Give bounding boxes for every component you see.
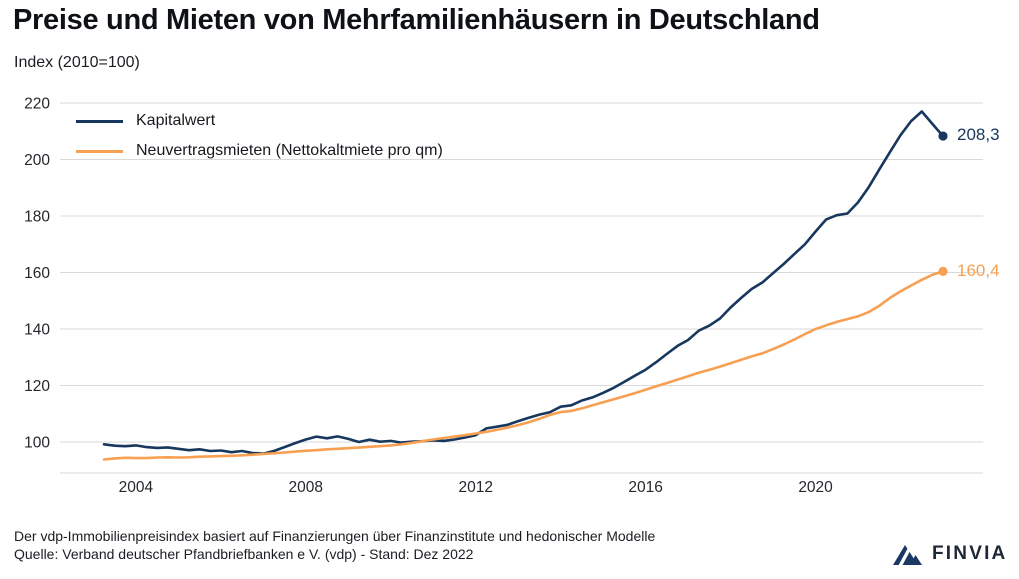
y-axis-label: 220 (24, 96, 50, 113)
finvia-logo: FINVIA (891, 541, 1007, 567)
legend-label-neuvertragsmieten: Neuvertragsmieten (Nettokaltmiete pro qm… (136, 142, 443, 159)
legend-item-kapitalwert: Kapitalwert (76, 106, 443, 136)
legend: Kapitalwert Neuvertragsmieten (Nettokalt… (76, 106, 443, 166)
x-axis-label: 2020 (798, 479, 833, 496)
x-axis-label: 2012 (458, 479, 492, 496)
series-end-dot-1 (938, 266, 948, 276)
end-value-neuvertragsmieten: 160,4 (957, 261, 1000, 280)
y-axis-label: 120 (24, 378, 50, 395)
x-axis-label: 2016 (628, 479, 662, 496)
series-line-0 (102, 110, 945, 455)
y-axis-label: 100 (24, 435, 50, 452)
y-axis-label: 140 (24, 322, 50, 339)
kapitalwert-line-swatch (76, 119, 123, 123)
neuvertragsmieten-line-swatch (76, 149, 123, 153)
footnote-source: Quelle: Verband deutscher Pfandbriefbank… (14, 546, 474, 562)
page-title: Preise und Mieten von Mehrfamilienhäuser… (13, 4, 820, 36)
series-line-1 (102, 270, 945, 461)
footer: Der vdp-Immobilienpreisindex basiert auf… (14, 527, 655, 563)
y-axis-label: 200 (24, 152, 50, 169)
x-axis-label: 2008 (289, 479, 323, 496)
legend-label-kapitalwert: Kapitalwert (136, 112, 216, 129)
y-axis-label: 180 (24, 209, 50, 226)
mountain-icon (893, 541, 922, 567)
y-axis-label: 160 (24, 265, 50, 282)
end-value-kapitalwert: 208,3 (957, 125, 1000, 144)
legend-item-neuvertragsmieten: Neuvertragsmieten (Nettokaltmiete pro qm… (76, 136, 443, 166)
index-unit-label: Index (2010=100) (14, 54, 140, 71)
x-axis-label: 2004 (119, 479, 154, 496)
footnote-methodology: Der vdp-Immobilienpreisindex basiert auf… (14, 528, 656, 544)
logo-wordmark: FINVIA (932, 543, 1008, 564)
series-end-dot-0 (938, 131, 948, 141)
line-chart: 220 200 180 160 140 120 100 2004 2008 2012 2016 202… (24, 96, 983, 496)
